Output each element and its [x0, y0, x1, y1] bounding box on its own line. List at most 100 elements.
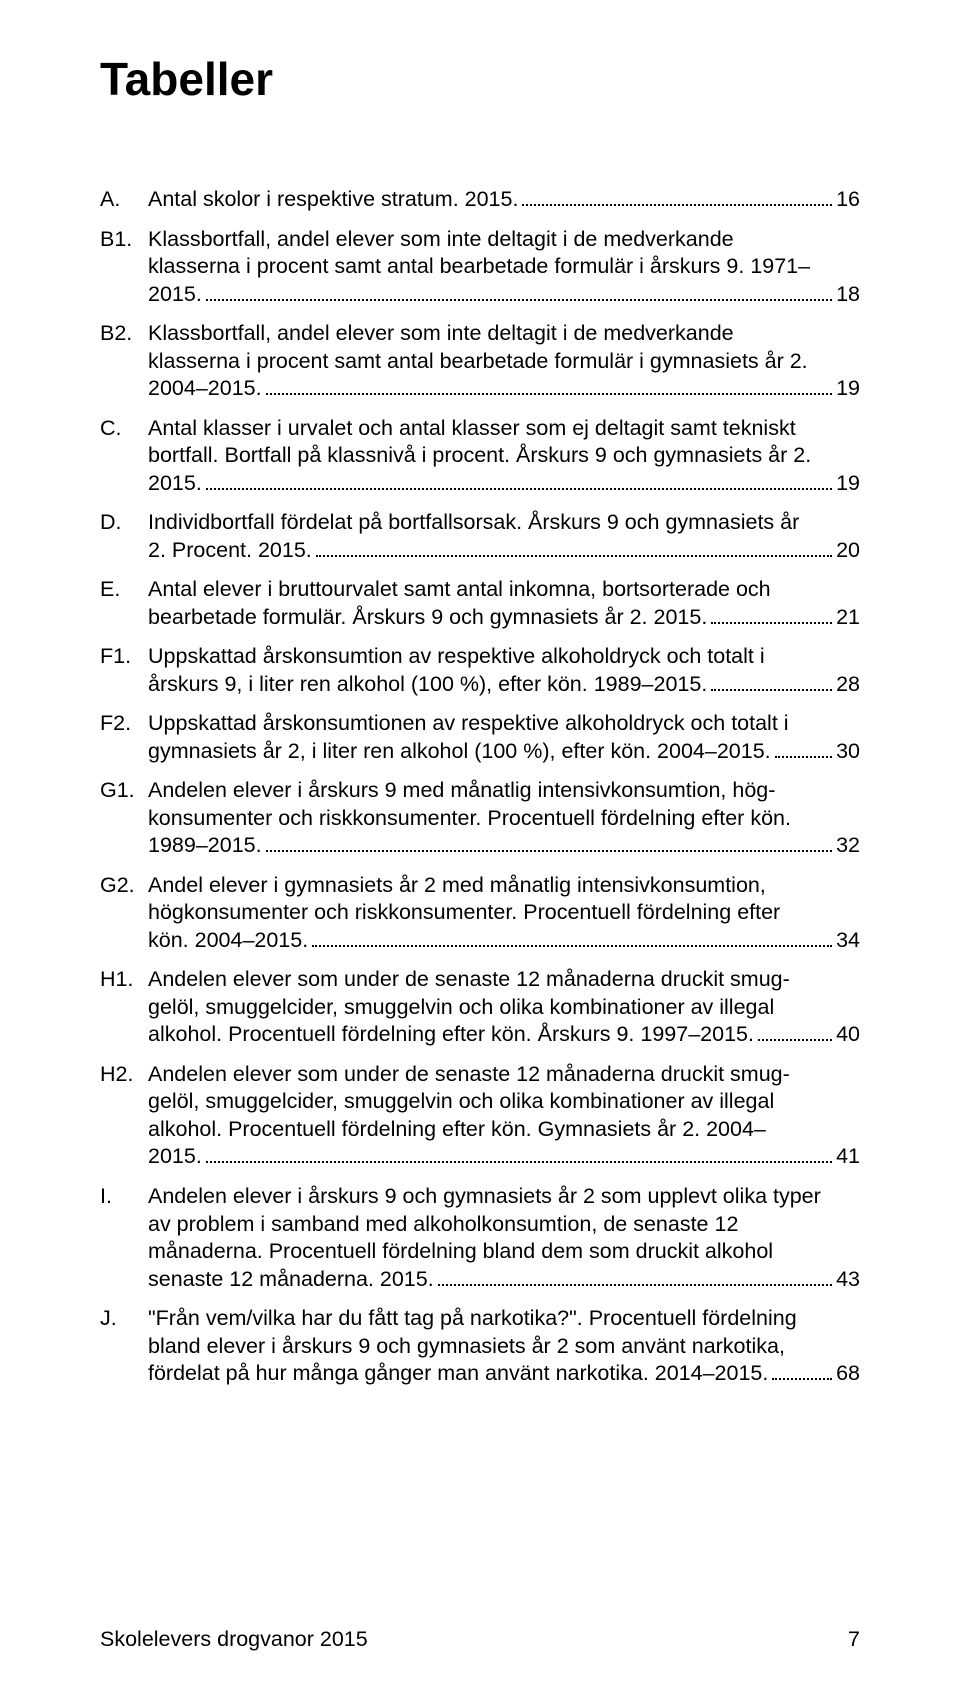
toc-dot-leader [522, 189, 832, 206]
toc-entry-page: 68 [836, 1360, 860, 1388]
toc-entry-lasttext: kön. 2004–2015. [148, 927, 308, 955]
footer-left: Skolelevers drogvanor 2015 [100, 1627, 368, 1652]
toc-entry-prefix: J. [100, 1305, 148, 1333]
toc-entry-prefix: G1. [100, 777, 148, 805]
toc-entry-body: "Från vem/vilka har du fått tag på narko… [148, 1305, 860, 1388]
toc-entry-prefix: F1. [100, 643, 148, 671]
toc-entry-page: 19 [836, 470, 860, 498]
toc-entry-lasttext: senaste 12 månaderna. 2015. [148, 1266, 434, 1294]
toc-entry-body: Antal klasser i urvalet och antal klasse… [148, 415, 860, 498]
toc-entry-prefix: G2. [100, 872, 148, 900]
toc-entry-lasttext: fördelat på hur många gånger man använt … [148, 1360, 768, 1388]
toc-entry-lasttext: 1989–2015. [148, 832, 262, 860]
toc-entry-page: 20 [836, 537, 860, 565]
toc-entry-prefix: H2. [100, 1061, 148, 1089]
toc-entry-body: Uppskattad årskonsumtion av respektive a… [148, 643, 860, 698]
toc-entry-body: Andelen elever som under de senaste 12 m… [148, 966, 860, 1049]
toc-entry-line: "Från vem/vilka har du fått tag på narko… [148, 1305, 860, 1333]
toc-entry-page: 30 [836, 738, 860, 766]
toc-entry-line: klasserna i procent samt antal bearbetad… [148, 253, 860, 281]
toc-entry-lasttext: bearbetade formulär. Årskurs 9 och gymna… [148, 604, 707, 632]
toc-dot-leader [206, 1147, 832, 1164]
toc-entry-body: Andelen elever i årskurs 9 och gymnasiet… [148, 1183, 860, 1293]
toc-entry-page: 16 [836, 186, 860, 214]
toc-entry-line: Klassbortfall, andel elever som inte del… [148, 226, 860, 254]
toc-entry-line: månaderna. Procentuell fördelning bland … [148, 1238, 860, 1266]
toc-entry-lastline: 2015.18 [148, 281, 860, 309]
toc-entry-line: bland elever i årskurs 9 och gymnasiets … [148, 1333, 860, 1361]
toc-entry: G2.Andel elever i gymnasiets år 2 med må… [100, 872, 860, 955]
toc-entry: A.Antal skolor i respektive stratum. 201… [100, 186, 860, 214]
toc-entry-line: av problem i samband med alkoholkonsumti… [148, 1211, 860, 1239]
toc-entry: C.Antal klasser i urvalet och antal klas… [100, 415, 860, 498]
toc-entry-page: 41 [836, 1143, 860, 1171]
toc-entry-lastline: alkohol. Procentuell fördelning efter kö… [148, 1021, 860, 1049]
toc-entry: G1.Andelen elever i årskurs 9 med månatl… [100, 777, 860, 860]
toc-entry-body: Andel elever i gymnasiets år 2 med månat… [148, 872, 860, 955]
toc-entry: J."Från vem/vilka har du fått tag på nar… [100, 1305, 860, 1388]
toc-entry-line: alkohol. Procentuell fördelning efter kö… [148, 1116, 860, 1144]
toc-entry-line: Andelen elever som under de senaste 12 m… [148, 1061, 860, 1089]
toc-entry-line: Uppskattad årskonsumtionen av respektive… [148, 710, 860, 738]
toc-entry-page: 43 [836, 1266, 860, 1294]
toc-entry-lastline: 2. Procent. 2015. 20 [148, 537, 860, 565]
page: Tabeller A.Antal skolor i respektive str… [0, 0, 960, 1707]
toc-entry-line: Klassbortfall, andel elever som inte del… [148, 320, 860, 348]
toc-dot-leader [711, 607, 832, 624]
toc-entry-page: 32 [836, 832, 860, 860]
toc-entry-line: bortfall. Bortfall på klassnivå i procen… [148, 442, 860, 470]
toc-entry: F1.Uppskattad årskonsumtion av respektiv… [100, 643, 860, 698]
toc-entry-lastline: 2015.41 [148, 1143, 860, 1171]
toc-entry-lasttext: alkohol. Procentuell fördelning efter kö… [148, 1021, 754, 1049]
toc-entry-lasttext: 2004–2015. [148, 375, 262, 403]
toc-entry-lastline: 1989–2015. 32 [148, 832, 860, 860]
toc-entry-page: 21 [836, 604, 860, 632]
toc-dot-leader [711, 674, 832, 691]
toc-entry-line: högkonsumenter och riskkonsumenter. Proc… [148, 899, 860, 927]
toc-entry-line: konsumenter och riskkonsumenter. Procent… [148, 805, 860, 833]
toc-entry-line: Antal klasser i urvalet och antal klasse… [148, 415, 860, 443]
toc-entry-body: Andelen elever som under de senaste 12 m… [148, 1061, 860, 1171]
toc-entry-lasttext: 2. Procent. 2015. [148, 537, 312, 565]
toc-entry-page: 40 [836, 1021, 860, 1049]
toc-entry-lastline: 2015.19 [148, 470, 860, 498]
toc-entry-line: Andelen elever som under de senaste 12 m… [148, 966, 860, 994]
toc-entry-prefix: B2. [100, 320, 148, 348]
toc-entry-prefix: A. [100, 186, 148, 214]
toc-entry-body: Klassbortfall, andel elever som inte del… [148, 320, 860, 403]
toc-entry-lastline: Antal skolor i respektive stratum. 2015.… [148, 186, 860, 214]
toc-entry-page: 19 [836, 375, 860, 403]
toc-entry-body: Antal elever i bruttourvalet samt antal … [148, 576, 860, 631]
toc-entry-line: Andelen elever i årskurs 9 och gymnasiet… [148, 1183, 860, 1211]
footer-page-number: 7 [848, 1627, 860, 1652]
page-title: Tabeller [100, 52, 860, 106]
toc-entry-body: Antal skolor i respektive stratum. 2015.… [148, 186, 860, 214]
toc-entry-lasttext: 2015. [148, 281, 202, 309]
toc-dot-leader [206, 284, 832, 301]
toc-list: A.Antal skolor i respektive stratum. 201… [100, 186, 860, 1388]
toc-entry-body: Uppskattad årskonsumtionen av respektive… [148, 710, 860, 765]
toc-entry-body: Individbortfall fördelat på bortfallsors… [148, 509, 860, 564]
toc-entry: E.Antal elever i bruttourvalet samt anta… [100, 576, 860, 631]
toc-dot-leader [758, 1025, 832, 1042]
toc-dot-leader [772, 1363, 832, 1380]
toc-entry-lasttext: årskurs 9, i liter ren alkohol (100 %), … [148, 671, 707, 699]
toc-entry-body: Andelen elever i årskurs 9 med månatlig … [148, 777, 860, 860]
toc-entry: B1.Klassbortfall, andel elever som inte … [100, 226, 860, 309]
toc-entry: I.Andelen elever i årskurs 9 och gymnasi… [100, 1183, 860, 1293]
toc-entry-prefix: D. [100, 509, 148, 537]
toc-entry-lastline: senaste 12 månaderna. 2015. 43 [148, 1266, 860, 1294]
toc-entry-lastline: kön. 2004–2015.34 [148, 927, 860, 955]
toc-entry-line: Antal elever i bruttourvalet samt antal … [148, 576, 860, 604]
toc-entry-prefix: E. [100, 576, 148, 604]
toc-entry: H2.Andelen elever som under de senaste 1… [100, 1061, 860, 1171]
toc-entry-line: klasserna i procent samt antal bearbetad… [148, 348, 860, 376]
toc-entry-line: gelöl, smuggelcider, smuggelvin och olik… [148, 1088, 860, 1116]
toc-entry: H1.Andelen elever som under de senaste 1… [100, 966, 860, 1049]
toc-entry-line: Individbortfall fördelat på bortfallsors… [148, 509, 860, 537]
toc-entry-prefix: C. [100, 415, 148, 443]
toc-entry-lastline: bearbetade formulär. Årskurs 9 och gymna… [148, 604, 860, 632]
toc-entry-prefix: I. [100, 1183, 148, 1211]
toc-entry-lastline: gymnasiets år 2, i liter ren alkohol (10… [148, 738, 860, 766]
toc-entry-body: Klassbortfall, andel elever som inte del… [148, 226, 860, 309]
